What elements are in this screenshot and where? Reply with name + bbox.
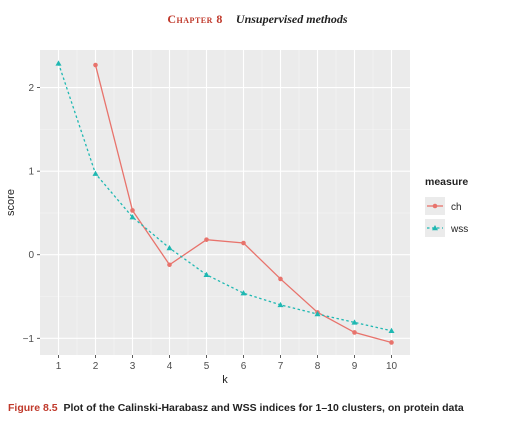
- point-wss: [203, 271, 210, 278]
- x-tick-label: 8: [315, 361, 321, 372]
- x-tick-label: 10: [386, 361, 398, 372]
- point-ch: [204, 237, 209, 242]
- point-wss: [129, 214, 136, 220]
- legend-title: measure: [425, 176, 468, 188]
- point-wss: [92, 170, 99, 176]
- figure-caption: Figure 8.5 Plot of the Calinski-Harabasz…: [8, 402, 508, 414]
- legend-label-wss: wss: [450, 224, 468, 235]
- x-axis-ticks: 1 2 3 4 5 6 7 8 9 10: [56, 355, 398, 372]
- legend-label-ch: ch: [451, 202, 462, 213]
- chart: 1 2 3 4 5 6 7 8 9 10 −1 0 1 2 k score measure ch wss: [5, 50, 468, 386]
- x-tick-label: 3: [130, 361, 136, 372]
- y-tick-label: −1: [23, 334, 35, 345]
- point-wss: [277, 301, 284, 308]
- point-ch: [130, 208, 135, 213]
- point-wss: [388, 327, 395, 334]
- x-tick-label: 5: [204, 361, 210, 372]
- x-tick-label: 1: [56, 361, 62, 372]
- point-ch: [93, 62, 98, 68]
- series-wss: [55, 60, 395, 334]
- legend: measure ch wss: [425, 176, 468, 237]
- point-wss: [55, 60, 62, 66]
- series-layer: [55, 60, 395, 345]
- x-tick-label: 6: [241, 361, 247, 372]
- point-ch: [389, 340, 394, 345]
- point-wss: [240, 290, 247, 296]
- y-tick-label: 0: [28, 250, 34, 261]
- point-wss: [314, 311, 321, 317]
- x-tick-label: 9: [352, 361, 358, 372]
- figure-label: Figure 8.5: [8, 402, 58, 414]
- point-wss: [166, 245, 173, 251]
- y-tick-label: 1: [28, 167, 34, 178]
- x-tick-label: 2: [93, 361, 99, 372]
- point-ch: [167, 262, 172, 268]
- chapter-title: Unsupervised methods: [235, 12, 348, 26]
- figure-caption-text: Plot of the Calinski-Harabasz and WSS in…: [63, 402, 464, 414]
- y-axis-ticks: −1 0 1 2: [23, 83, 40, 345]
- point-ch: [278, 276, 283, 282]
- x-axis-label: k: [222, 374, 228, 386]
- x-tick-label: 4: [167, 361, 173, 372]
- chapter-label: Chapter 8: [167, 12, 223, 26]
- x-tick-label: 7: [278, 361, 284, 372]
- chapter-header: Chapter 8 Unsupervised methods: [0, 12, 515, 27]
- point-wss: [351, 319, 358, 325]
- y-axis-label: score: [5, 189, 17, 216]
- gridlines: [40, 50, 410, 355]
- y-tick-label: 2: [28, 83, 34, 94]
- legend-key-marker-wss: [432, 225, 438, 231]
- point-ch: [352, 330, 357, 335]
- point-ch: [241, 240, 246, 246]
- legend-key-marker-ch: [432, 203, 438, 209]
